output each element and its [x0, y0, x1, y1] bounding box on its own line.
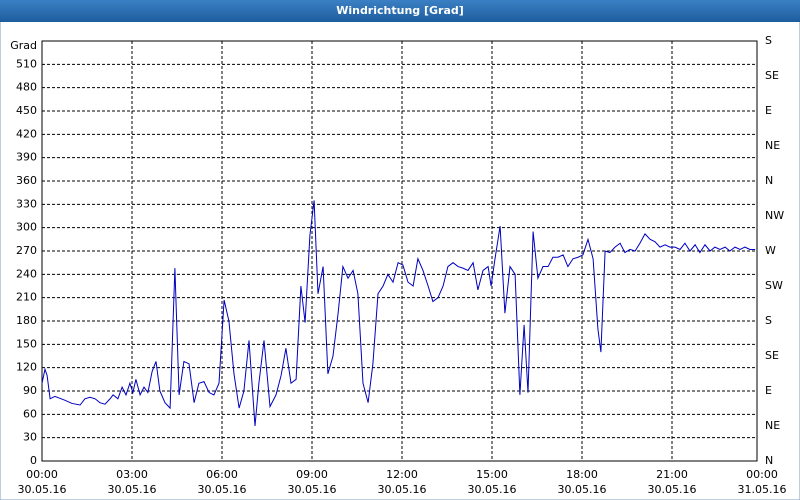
- x-tick-date: 31.05.16: [738, 483, 787, 496]
- x-tick-date: 30.05.16: [378, 483, 427, 496]
- y2-tick-label: S: [765, 314, 772, 327]
- y2-tick-label: NW: [765, 209, 784, 222]
- y-tick-label: 240: [16, 267, 37, 280]
- x-tick-date: 30.05.16: [288, 483, 337, 496]
- x-tick-date: 30.05.16: [198, 483, 247, 496]
- y2-tick-label: E: [765, 104, 772, 117]
- y-tick-label: 60: [23, 407, 37, 420]
- y-tick-label: 510: [16, 57, 37, 70]
- y-tick-label: 300: [16, 221, 37, 234]
- y-tick-label: 480: [16, 81, 37, 94]
- y-tick-label: 270: [16, 244, 37, 257]
- y-axis-label: Grad: [10, 39, 37, 52]
- y-tick-label: 180: [16, 314, 37, 327]
- y-tick-label: 330: [16, 197, 37, 210]
- y2-tick-label: SW: [765, 279, 783, 292]
- y-tick-label: 90: [23, 384, 37, 397]
- x-tick-date: 30.05.16: [18, 483, 67, 496]
- y-tick-label: 150: [16, 337, 37, 350]
- y2-tick-label: W: [765, 244, 776, 257]
- x-tick-date: 30.05.16: [558, 483, 607, 496]
- y-tick-label: 30: [23, 431, 37, 444]
- x-tick-label: 00:00: [26, 468, 58, 481]
- window-title: Windrichtung [Grad]: [336, 4, 464, 17]
- y2-tick-label: SE: [765, 349, 779, 362]
- y-tick-label: 120: [16, 361, 37, 374]
- y2-tick-label: NE: [765, 419, 780, 432]
- title-bar: [0, 0, 800, 22]
- x-tick-label: 00:00: [746, 468, 778, 481]
- x-tick-date: 30.05.16: [108, 483, 157, 496]
- x-tick-label: 03:00: [116, 468, 148, 481]
- x-tick-date: 30.05.16: [648, 483, 697, 496]
- x-tick-date: 30.05.16: [468, 483, 517, 496]
- y-tick-label: 360: [16, 174, 37, 187]
- y2-tick-label: SE: [765, 69, 779, 82]
- y-tick-label: 390: [16, 151, 37, 164]
- x-tick-label: 21:00: [656, 468, 688, 481]
- y-tick-label: 210: [16, 291, 37, 304]
- y-tick-label: 450: [16, 104, 37, 117]
- y2-tick-label: N: [765, 454, 773, 467]
- x-tick-label: 12:00: [386, 468, 418, 481]
- x-tick-label: 09:00: [296, 468, 328, 481]
- y2-tick-label: E: [765, 384, 772, 397]
- y2-tick-label: S: [765, 34, 772, 47]
- y2-tick-label: N: [765, 174, 773, 187]
- x-tick-label: 15:00: [476, 468, 508, 481]
- x-tick-label: 06:00: [206, 468, 238, 481]
- y2-tick-label: NE: [765, 139, 780, 152]
- data-line: [41, 200, 756, 427]
- y-tick-label: 420: [16, 127, 37, 140]
- y-tick-label: 0: [30, 454, 37, 467]
- x-tick-label: 18:00: [566, 468, 598, 481]
